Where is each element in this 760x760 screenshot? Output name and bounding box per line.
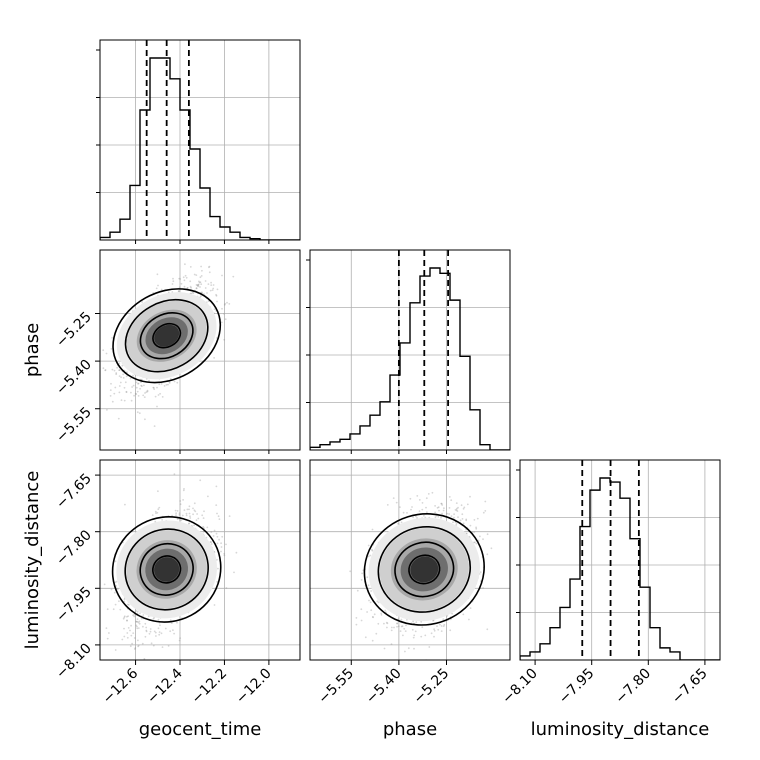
contour-level-3 xyxy=(394,541,455,598)
contour-level-1 xyxy=(111,516,222,623)
panel-frame xyxy=(99,249,301,451)
density-shading xyxy=(368,517,480,622)
panel-frame xyxy=(309,249,511,451)
x-axis-label-geocent_time: geocent_time xyxy=(139,719,262,740)
x-axis-label-luminosity_distance: luminosity_distance xyxy=(531,719,710,740)
contour-level-2 xyxy=(377,525,472,613)
x-tick-label-geocent_time: −12.0 xyxy=(233,666,275,708)
scatter-panel-phase-vs-geocent_time: −5.55 −5.40 −5.25 phase xyxy=(22,249,301,454)
y-tick-label-luminosity_distance: −7.80 xyxy=(53,527,95,569)
x-tick-label-luminosity_distance: −7.80 xyxy=(612,666,654,708)
histogram-step xyxy=(520,477,720,660)
scatter-panel-luminosity_distance-vs-phase: −5.55 −5.40 −5.25 phase xyxy=(309,459,511,740)
y-axis-label-luminosity_distance: luminosity_distance xyxy=(22,471,43,650)
x-tick-label-luminosity_distance: −8.10 xyxy=(499,666,541,708)
panel-frame xyxy=(99,459,301,661)
panel-frame xyxy=(309,459,511,661)
x-tick-label-geocent_time: −12.4 xyxy=(144,665,186,707)
histogram-step xyxy=(100,57,300,240)
x-tick-label-geocent_time: −12.2 xyxy=(189,666,231,708)
contour-level-1 xyxy=(112,288,222,384)
x-tick-label-phase: −5.40 xyxy=(363,666,405,708)
y-tick-label-luminosity_distance: −7.65 xyxy=(53,471,95,513)
contour-level-1 xyxy=(363,513,485,626)
contour-level-4 xyxy=(408,554,441,585)
contour-level-3 xyxy=(139,312,194,360)
density-shading xyxy=(116,520,217,619)
y-tick-label-luminosity_distance: −8.10 xyxy=(53,640,95,682)
hist-panel-luminosity_distance: −8.10 −7.95 −7.80 −7.65 luminosity_distance xyxy=(499,459,721,740)
x-tick-label-luminosity_distance: −7.95 xyxy=(556,666,598,708)
y-axis-label-phase: phase xyxy=(22,323,43,377)
x-tick-label-phase: −5.25 xyxy=(411,666,453,708)
contour-level-3 xyxy=(139,542,194,596)
x-tick-label-phase: −5.55 xyxy=(315,666,357,708)
y-tick-label-phase: −5.55 xyxy=(53,404,95,446)
hist-panel-phase xyxy=(306,249,511,454)
histogram-step xyxy=(310,267,510,450)
contour-level-2 xyxy=(124,298,209,373)
y-tick-label-phase: −5.25 xyxy=(53,309,95,351)
y-tick-label-phase: −5.40 xyxy=(53,357,95,399)
x-tick-label-geocent_time: −12.6 xyxy=(100,665,142,707)
y-tick-label-luminosity_distance: −7.95 xyxy=(53,584,95,626)
contour-level-4 xyxy=(152,322,182,349)
x-tick-label-luminosity_distance: −7.65 xyxy=(669,666,711,708)
density-shading xyxy=(116,292,217,380)
panel-frame xyxy=(99,39,301,241)
scatter-panel-luminosity_distance-vs-geocent_time: −12.6 −12.4 −12.2 −12.0 geocent_time −8.10 −7.… xyxy=(22,459,301,740)
hist-panel-geocent_time xyxy=(96,39,301,244)
contour-level-4 xyxy=(152,555,182,584)
panel-frame xyxy=(519,459,721,661)
contour-level-2 xyxy=(124,528,209,611)
x-axis-label-phase: phase xyxy=(383,719,437,740)
